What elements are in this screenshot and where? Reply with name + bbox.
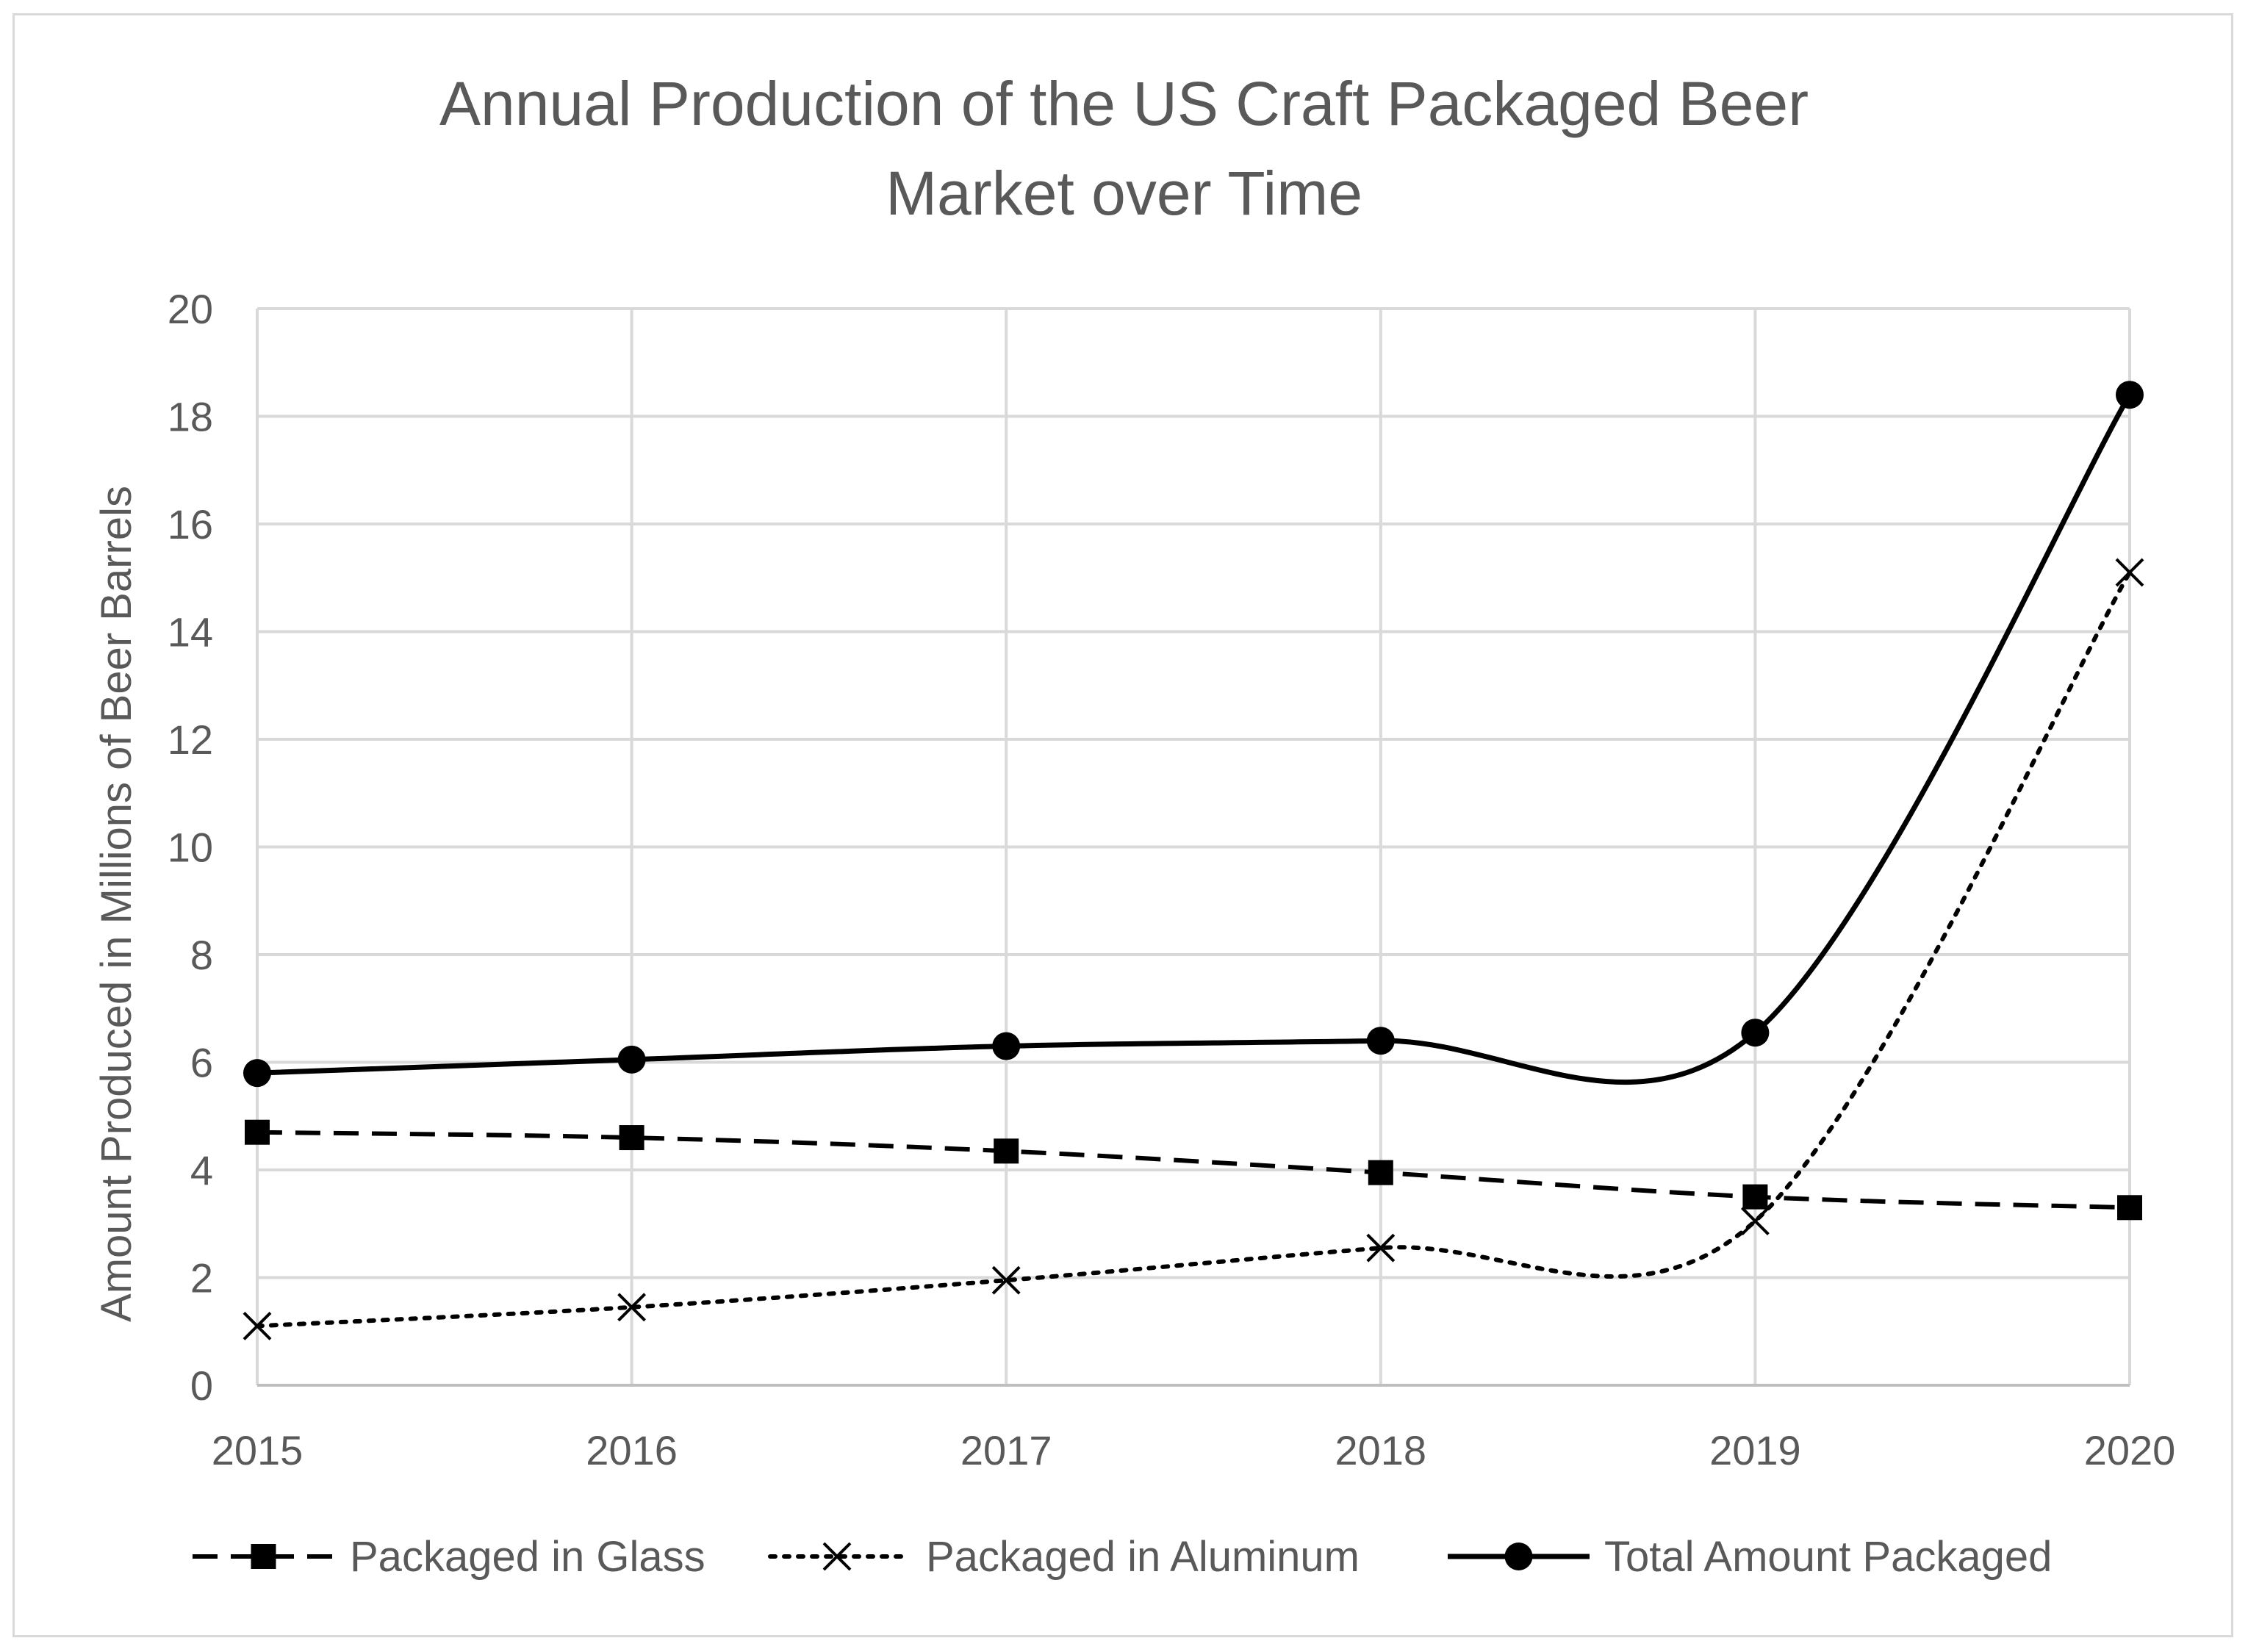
chart-title-line-2: Market over Time [886, 159, 1362, 228]
chart-title: Annual Production of the US Craft Packag… [0, 59, 2248, 238]
x-marker [2115, 558, 2144, 587]
circle-marker [1366, 1027, 1395, 1055]
legend-label: Packaged in Glass [350, 1533, 705, 1581]
series-line-1 [255, 570, 2132, 1329]
x-marker-stroke [243, 1312, 272, 1340]
x-marker [1740, 1207, 1770, 1236]
x-marker-stroke [2115, 558, 2144, 587]
x-marker [617, 1293, 647, 1322]
square-marker [251, 1544, 276, 1569]
y-tick-label: 18 [168, 394, 213, 440]
y-tick-label: 14 [168, 609, 213, 656]
y-tick-label: 2 [190, 1255, 213, 1301]
chart-frame [12, 13, 2233, 1637]
circle-marker [1741, 1019, 1770, 1047]
x-tick-label: 2015 [212, 1427, 304, 1473]
x-marker-stroke [991, 1265, 1021, 1295]
y-tick-label: 10 [168, 825, 213, 871]
circle-marker [617, 1045, 646, 1074]
x-marker [822, 1542, 852, 1571]
legend-item: Packaged in Aluminum [768, 1533, 1360, 1581]
y-tick-label: 12 [168, 717, 213, 763]
x-tick-label: 2017 [960, 1427, 1052, 1473]
x-marker-stroke [1740, 1207, 1770, 1236]
y-tick-label: 0 [190, 1362, 213, 1409]
legend-label: Total Amount Packaged [1604, 1533, 2052, 1581]
legend-label: Packaged in Aluminum [926, 1533, 1360, 1581]
y-tick-label: 20 [168, 286, 213, 332]
x-marker [991, 1265, 1021, 1295]
x-marker-stroke [822, 1542, 852, 1571]
gridlines [256, 307, 2131, 1387]
series-line-0 [256, 1130, 2130, 1210]
square-marker [1368, 1160, 1393, 1185]
x-marker [243, 1312, 272, 1340]
x-marker-stroke [617, 1293, 647, 1322]
square-marker [619, 1125, 644, 1151]
series-markers [243, 381, 2144, 1340]
y-tick-label: 16 [168, 501, 213, 547]
circle-marker [243, 1059, 271, 1088]
square-marker [245, 1119, 270, 1145]
x-tick-label: 2020 [2084, 1427, 2176, 1473]
axis-labels: 0 2 4 6 8 10 12 14 16 18 20 2015 2016 2017 2018 2019 202… [168, 286, 2176, 1473]
x-tick-label: 2018 [1335, 1427, 1427, 1473]
chart-title-line-1: Annual Production of the US Craft Packag… [439, 69, 1809, 138]
square-marker [2117, 1195, 2142, 1221]
legend-item: Packaged in Glass [193, 1533, 705, 1581]
x-tick-label: 2016 [586, 1427, 678, 1473]
x-tick-label: 2019 [1709, 1427, 1801, 1473]
series-lines [255, 393, 2133, 1329]
y-tick-label: 8 [190, 932, 213, 978]
y-tick-label: 6 [190, 1040, 213, 1086]
y-axis-title: Amount Produced in Millions of Beer Barr… [93, 486, 140, 1322]
circle-marker [2116, 381, 2144, 409]
circle-marker [992, 1032, 1021, 1060]
legend: Packaged in Glass Packaged in Aluminum Tot… [193, 1533, 2052, 1581]
square-marker [1742, 1184, 1768, 1210]
y-tick-label: 4 [190, 1147, 213, 1193]
x-marker-stroke [1366, 1233, 1396, 1263]
circle-marker [1504, 1543, 1533, 1570]
legend-item: Total Amount Packaged [1448, 1533, 2052, 1581]
x-marker [1366, 1233, 1396, 1263]
series-line-2 [256, 393, 2133, 1085]
square-marker [994, 1138, 1019, 1164]
